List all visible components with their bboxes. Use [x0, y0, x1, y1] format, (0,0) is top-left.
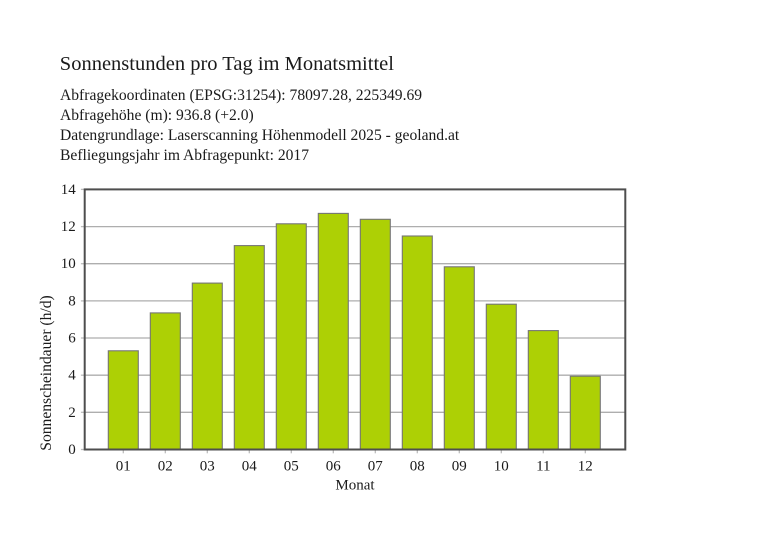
svg-text:0: 0 — [68, 442, 76, 458]
svg-text:08: 08 — [410, 458, 425, 474]
svg-text:4: 4 — [68, 368, 76, 384]
svg-text:05: 05 — [284, 458, 299, 474]
svg-text:6: 6 — [68, 331, 76, 347]
svg-text:09: 09 — [452, 458, 467, 474]
svg-text:10: 10 — [61, 256, 76, 272]
svg-text:04: 04 — [242, 458, 258, 474]
svg-text:12: 12 — [61, 219, 76, 235]
svg-text:Datengrundlage: Laserscanning: Datengrundlage: Laserscanning Höhenmodel… — [60, 127, 460, 144]
svg-text:03: 03 — [200, 458, 215, 474]
svg-text:8: 8 — [68, 293, 76, 309]
svg-text:2: 2 — [68, 405, 76, 421]
svg-text:01: 01 — [116, 458, 131, 474]
svg-text:02: 02 — [158, 458, 173, 474]
svg-text:14: 14 — [61, 182, 77, 198]
svg-text:11: 11 — [536, 458, 550, 474]
svg-text:Abfragekoordinaten (EPSG:31254: Abfragekoordinaten (EPSG:31254): 78097.2… — [60, 87, 422, 104]
svg-text:Abfragehöhe (m): 936.8 (+2.0): Abfragehöhe (m): 936.8 (+2.0) — [60, 107, 254, 124]
svg-text:10: 10 — [494, 458, 509, 474]
svg-text:Monat: Monat — [335, 478, 375, 494]
svg-text:Sonnenscheindauer (h/d): Sonnenscheindauer (h/d) — [38, 295, 55, 450]
svg-text:Sonnenstunden pro Tag im Monat: Sonnenstunden pro Tag im Monatsmittel — [60, 53, 394, 75]
svg-text:06: 06 — [326, 458, 342, 474]
svg-text:Befliegungsjahr im Abfragepunk: Befliegungsjahr im Abfragepunkt: 2017 — [60, 147, 309, 164]
svg-text:07: 07 — [368, 458, 384, 474]
svg-text:12: 12 — [578, 458, 593, 474]
